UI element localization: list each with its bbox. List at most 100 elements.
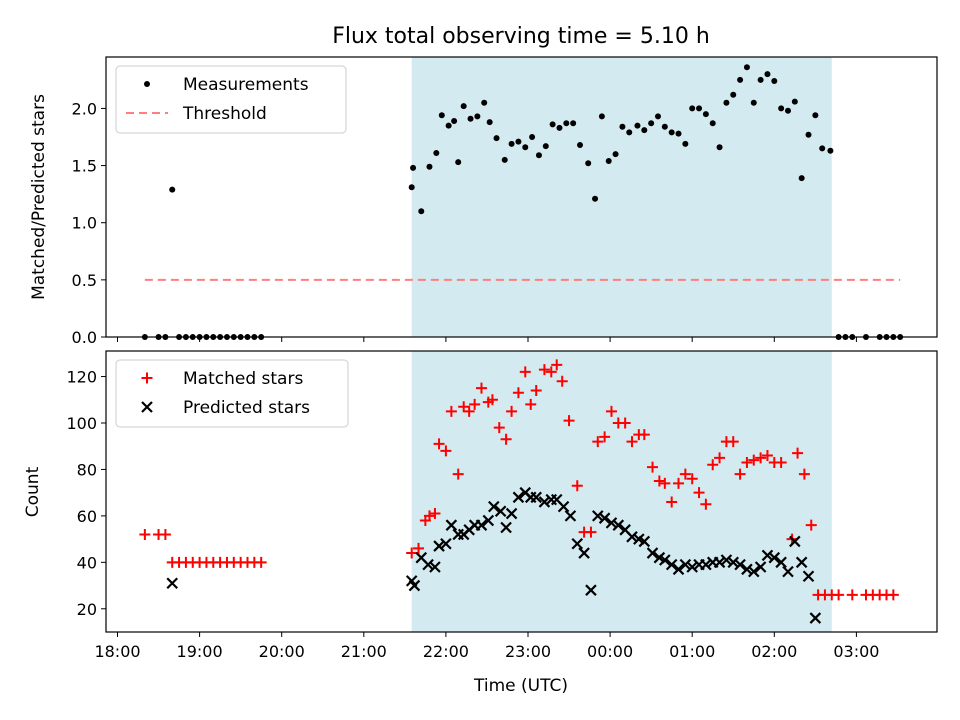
data-point: [500, 433, 512, 445]
legend-label: Threshold: [182, 104, 267, 124]
data-point: [638, 429, 650, 441]
data-point: [827, 147, 834, 154]
y-tick-label: 100: [66, 414, 97, 433]
data-point: [493, 422, 505, 434]
data-point: [730, 91, 737, 98]
legend: Matched stars Predicted stars: [115, 359, 349, 428]
data-point: [529, 134, 536, 140]
data-point: [707, 459, 719, 471]
data-point: [686, 561, 698, 573]
data-point: [679, 558, 692, 571]
observing-interval-shade: [411, 57, 832, 337]
data-point: [702, 111, 709, 118]
data-point: [423, 510, 435, 522]
data-point: [563, 120, 570, 127]
data-point: [792, 447, 804, 459]
data-point: [619, 417, 631, 429]
figure-title: Flux total observing time = 5.10 h: [332, 24, 710, 49]
data-point: [755, 452, 767, 464]
data-point: [469, 398, 481, 410]
data-point: [467, 115, 474, 122]
data-point: [696, 105, 703, 112]
data-point: [408, 184, 415, 191]
axes-frame: [105, 350, 938, 633]
data-point: [686, 473, 698, 485]
data-point: [474, 113, 481, 120]
data-point: [505, 507, 518, 520]
data-point: [713, 556, 726, 569]
data-point: [556, 124, 563, 131]
data-point: [408, 579, 421, 592]
data-point: [619, 123, 626, 130]
x-tick-label: 02:00: [751, 642, 797, 661]
legend-swatch: [141, 401, 153, 413]
data-point: [426, 163, 433, 170]
data-point: [585, 584, 597, 596]
data-point: [139, 528, 151, 540]
data-point: [666, 496, 678, 508]
data-point: [809, 612, 822, 624]
data-point: [556, 375, 568, 387]
data-point: [734, 558, 746, 571]
data-point: [549, 121, 556, 128]
data-point: [700, 558, 712, 571]
data-point: [805, 519, 817, 531]
data-point: [626, 436, 638, 448]
data-point: [418, 208, 425, 215]
data-point: [605, 405, 617, 417]
x-axis-label: Time (UTC): [473, 676, 568, 696]
x-tick-label: 00:00: [587, 642, 633, 661]
data-point: [410, 164, 417, 171]
data-point: [512, 387, 524, 399]
data-point: [592, 510, 604, 522]
data-point: [689, 105, 696, 112]
data-point: [475, 382, 487, 394]
data-point: [538, 364, 550, 376]
data-point: [406, 547, 418, 559]
top-y-axis-label: Matched/Predicted stars: [29, 94, 49, 300]
data-point: [564, 510, 577, 522]
data-point: [605, 517, 618, 529]
data-point: [812, 112, 819, 119]
legend-swatch: [141, 372, 153, 384]
data-point: [455, 159, 462, 166]
data-point: [530, 491, 542, 504]
y-tick-label: 2.0: [72, 99, 97, 118]
data-point: [508, 140, 515, 147]
data-point: [585, 160, 592, 167]
data-point: [500, 521, 512, 534]
x-tick-label: 21:00: [341, 642, 387, 661]
legend-swatch: [144, 81, 150, 87]
legend: Measurements Threshold: [115, 65, 347, 134]
data-point: [486, 394, 498, 406]
data-point: [673, 477, 685, 489]
panel-counts: 20 40 60 80 100 120 18:00 19:00 20:00 21:00 22:00 2…: [66, 350, 938, 661]
data-point: [451, 118, 458, 124]
data-point: [641, 127, 648, 134]
data-point: [515, 138, 522, 145]
data-point: [570, 120, 577, 127]
data-point: [522, 144, 529, 151]
legend-label: Matched stars: [183, 369, 303, 389]
axes-frame: [105, 56, 938, 338]
x-tick-label: 01:00: [669, 642, 715, 661]
data-point: [737, 76, 744, 83]
data-point: [571, 480, 583, 492]
y-tick-label: 1.5: [72, 157, 97, 176]
data-point: [166, 577, 179, 590]
data-point: [551, 359, 563, 371]
data-point: [768, 551, 781, 564]
data-point: [585, 526, 597, 538]
data-point: [599, 431, 611, 443]
data-point: [778, 105, 785, 112]
data-point: [475, 519, 488, 531]
data-point: [668, 129, 675, 136]
data-point: [789, 535, 801, 548]
data-point: [169, 186, 176, 193]
data-point: [700, 498, 712, 510]
data-point: [535, 152, 542, 159]
data-point: [665, 558, 678, 571]
series-matched-stars: [139, 359, 899, 601]
data-point: [438, 112, 445, 119]
